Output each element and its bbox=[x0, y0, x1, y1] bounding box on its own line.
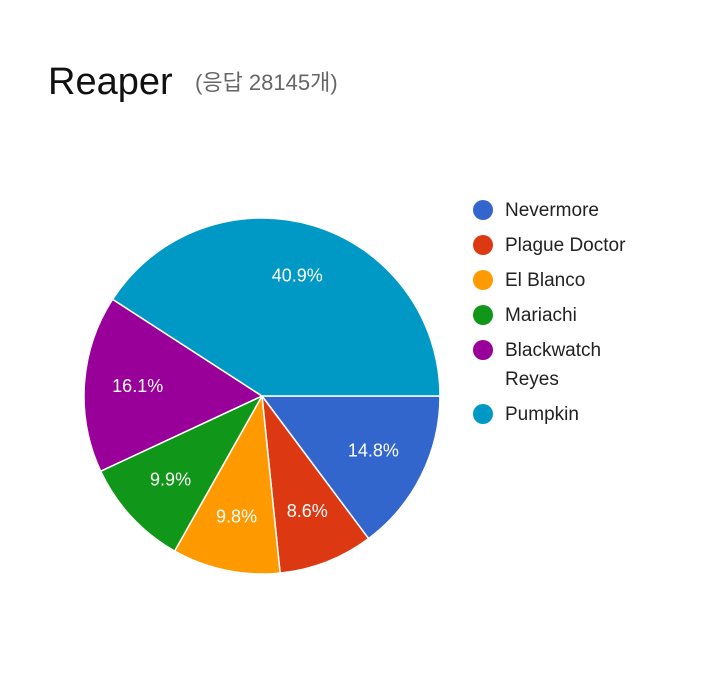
legend-label: Nevermore bbox=[505, 200, 599, 221]
pie-slice bbox=[260, 395, 441, 540]
legend-item: Blackwatch Reyes bbox=[473, 336, 648, 394]
chart-subtitle: (응답 28145개) bbox=[195, 70, 338, 95]
legend-label: El Blanco bbox=[505, 270, 586, 291]
legend-swatch bbox=[473, 404, 493, 424]
pie-slice bbox=[83, 298, 264, 473]
slice-label: 16.1% bbox=[112, 376, 163, 396]
legend-label: Mariachi bbox=[505, 305, 577, 326]
pie-slice bbox=[99, 394, 264, 553]
legend-label: Blackwatch Reyes bbox=[505, 340, 602, 390]
pie-slice bbox=[173, 393, 281, 575]
legend-swatch bbox=[473, 235, 493, 255]
legend-item: Plague Doctor bbox=[473, 231, 648, 260]
legend-item: El Blanco bbox=[473, 266, 648, 295]
slice-label: 14.8% bbox=[348, 441, 399, 461]
legend-swatch bbox=[473, 270, 493, 290]
slice-label: 9.8% bbox=[216, 507, 257, 527]
pie-slice bbox=[111, 217, 441, 397]
legend-swatch bbox=[473, 200, 493, 220]
slice-label: 8.6% bbox=[287, 501, 328, 521]
legend-item: Pumpkin bbox=[473, 400, 648, 429]
legend-item: Mariachi bbox=[473, 301, 648, 330]
legend: Nevermore Plague Doctor El Blanco Mariachi B… bbox=[473, 196, 648, 435]
slice-label: 9.9% bbox=[150, 469, 191, 489]
chart-title: Reaper bbox=[48, 61, 173, 103]
legend-swatch bbox=[473, 305, 493, 325]
pie-slice bbox=[260, 393, 370, 574]
legend-label: Plague Doctor bbox=[505, 235, 626, 256]
legend-item: Nevermore bbox=[473, 196, 648, 225]
slice-label: 40.9% bbox=[272, 265, 323, 285]
legend-label: Pumpkin bbox=[505, 404, 579, 425]
legend-swatch bbox=[473, 340, 493, 360]
